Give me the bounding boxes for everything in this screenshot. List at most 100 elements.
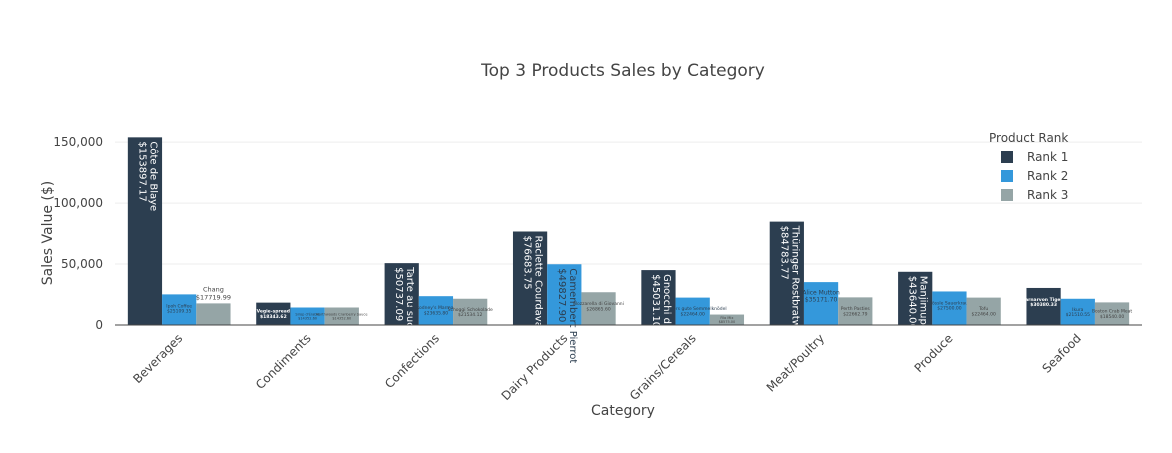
bar-label: Northwoods Cranberry Sauce $14352.60 xyxy=(316,312,367,320)
bar[interactable] xyxy=(803,282,839,325)
bar-label-text: Mozzarella di Giovanni $26865.60 xyxy=(573,301,624,312)
bar-label-text: Thüringer Rostbratwurst$84783.77 xyxy=(778,225,800,348)
bar-label: Côte de Blaye$153897.17 xyxy=(136,141,159,211)
bar[interactable] xyxy=(932,291,967,325)
bar[interactable] xyxy=(324,307,359,325)
bar[interactable] xyxy=(709,314,745,325)
legend-title: Product Rank xyxy=(989,131,1068,145)
legend-swatch xyxy=(1001,170,1013,182)
legend-item[interactable]: Rank 3 xyxy=(1001,188,1068,202)
bar-label: Chang $17719.99 xyxy=(196,285,231,301)
bar-label-text: Sirop d'érable $14352.60 xyxy=(295,312,319,320)
bar-label-text: Tarte au sucre$50737.09 xyxy=(393,266,415,338)
bar-label: Mozzarella di Giovanni $26865.60 xyxy=(573,301,624,312)
bar-label: Tarte au sucre$50737.09 xyxy=(393,266,415,338)
bar[interactable] xyxy=(512,231,548,325)
bar[interactable] xyxy=(838,297,873,325)
bar[interactable] xyxy=(1094,302,1130,325)
bar-label-text: Côte de Blaye$153897.17 xyxy=(136,141,159,211)
bar-label: Gnocchi di nonna Alice$45031.10 xyxy=(650,274,672,388)
legend-item[interactable]: Rank 2 xyxy=(1001,169,1068,183)
bar-label: Manjimup Dried Apples$43640.00 xyxy=(907,276,929,392)
y-tick-label: 100,000 xyxy=(53,196,103,210)
bar-label-text: Schoggi Schokolade $21534.12 xyxy=(448,307,493,318)
bar-label: Raclette Courdavault$76683.75 xyxy=(522,235,544,340)
legend-swatch xyxy=(1001,151,1013,163)
bar-label: Carnarvon Tigers $30380.33 xyxy=(1022,297,1066,308)
bar-label: Rössle Sauerkraut $27500.00 xyxy=(929,300,970,311)
bar-label-text: Gnocchi di nonna Alice$45031.10 xyxy=(650,274,672,388)
legend-swatch xyxy=(1001,189,1013,201)
legend-label: Rank 1 xyxy=(1027,150,1068,164)
y-tick-label: 150,000 xyxy=(53,135,103,149)
bar[interactable] xyxy=(898,271,933,325)
bar-label: Camembert Pierrot$49827.90 xyxy=(556,268,578,363)
bar-label-text: Ipoh Coffee $25109.35 xyxy=(166,303,192,314)
axes: 0 50,000 100,000 150,000 Beverages Condiments… xyxy=(53,135,1142,403)
x-tick-label: Beverages xyxy=(130,331,185,386)
bar-label: Boston Crab Meat $18540.00 xyxy=(1092,309,1132,320)
bar[interactable] xyxy=(547,264,582,325)
bar-label: Ipoh Coffee $25109.35 xyxy=(166,303,192,314)
bar[interactable] xyxy=(256,302,291,325)
bar[interactable] xyxy=(127,137,163,325)
x-tick-label: Condiments xyxy=(253,331,314,392)
x-tick-label: Confections xyxy=(382,331,442,391)
bar-label-text: Perth Pasties $22662.79 xyxy=(841,306,871,317)
bar-label: Alice Mutton $35171.70 xyxy=(802,290,840,304)
bar-label: Sirop d'érable $14352.60 xyxy=(295,312,319,320)
bar-label-text: Ikura $21510.55 xyxy=(1066,307,1090,318)
bar-label-text: Tofu $22464.00 xyxy=(971,306,995,317)
legend[interactable]: Product Rank Rank 1 Rank 2 Rank 3 xyxy=(986,131,1072,207)
bar[interactable] xyxy=(290,307,325,325)
bar-label: Sir Rodney's Marmalade $23635.80 xyxy=(409,305,464,316)
bar-label-text: Filo Mix $8575.00 xyxy=(719,316,736,324)
bar-label-text: Raclette Courdavault$76683.75 xyxy=(522,235,544,340)
bar-label: Thüringer Rostbratwurst$84783.77 xyxy=(778,225,800,348)
bar-label: Schoggi Schokolade $21534.12 xyxy=(448,307,493,318)
legend-label: Rank 2 xyxy=(1027,169,1068,183)
bar[interactable] xyxy=(581,292,616,325)
bar-label-text: Rössle Sauerkraut $27500.00 xyxy=(929,300,970,311)
bar[interactable] xyxy=(453,298,488,325)
bar-label-text: Wimmers gute Semmelknödel $22464.00 xyxy=(659,306,727,317)
bar-label-text: Alice Mutton $35171.70 xyxy=(802,290,840,304)
bar[interactable] xyxy=(162,294,197,325)
bar-label-text: Chang $17719.99 xyxy=(196,285,231,301)
bar[interactable] xyxy=(641,270,676,325)
y-tick-label: 0 xyxy=(95,318,103,332)
bar-label: Vegie-spread $18343.62 xyxy=(257,309,290,320)
bar-label-text: Northwoods Cranberry Sauce $14352.60 xyxy=(316,312,367,320)
bar-label: Wimmers gute Semmelknödel $22464.00 xyxy=(659,306,727,317)
x-tick-label: Seafood xyxy=(1039,331,1083,375)
bar[interactable] xyxy=(1026,287,1061,325)
legend-item[interactable]: Rank 1 xyxy=(1001,150,1068,164)
bar-label-text: Vegie-spread $18343.62 xyxy=(257,309,290,320)
bar-label-text: Boston Crab Meat $18540.00 xyxy=(1092,309,1132,320)
chart-title: Top 3 Products Sales by Category xyxy=(480,61,765,81)
bar-label-text: Carnarvon Tigers $30380.33 xyxy=(1022,297,1066,308)
bars: Côte de Blaye$153897.17 Vegie-spread $1834… xyxy=(127,137,1132,392)
bar-label-text: Sir Rodney's Marmalade $23635.80 xyxy=(409,305,464,316)
bar-label-text: Camembert Pierrot$49827.90 xyxy=(556,268,578,363)
bar[interactable] xyxy=(675,297,710,325)
bar-label: Perth Pasties $22662.79 xyxy=(841,306,871,317)
bar[interactable] xyxy=(1060,298,1095,325)
bar[interactable] xyxy=(384,263,419,325)
bar-label-text: Manjimup Dried Apples$43640.00 xyxy=(907,276,929,392)
bar[interactable] xyxy=(418,296,454,325)
bar[interactable] xyxy=(769,221,804,325)
bar-label: Filo Mix $8575.00 xyxy=(719,316,736,324)
bar[interactable] xyxy=(196,303,231,325)
legend-label: Rank 3 xyxy=(1027,188,1068,202)
y-axis-title: Sales Value ($) xyxy=(40,181,56,285)
x-axis-title: Category xyxy=(591,403,655,419)
x-tick-label: Dairy Products xyxy=(499,331,571,403)
y-tick-label: 50,000 xyxy=(61,257,103,271)
gridlines xyxy=(115,141,1142,265)
bar-label: Ikura $21510.55 xyxy=(1066,307,1090,318)
bar-label: Tofu $22464.00 xyxy=(971,306,995,317)
bar[interactable] xyxy=(966,297,1001,325)
